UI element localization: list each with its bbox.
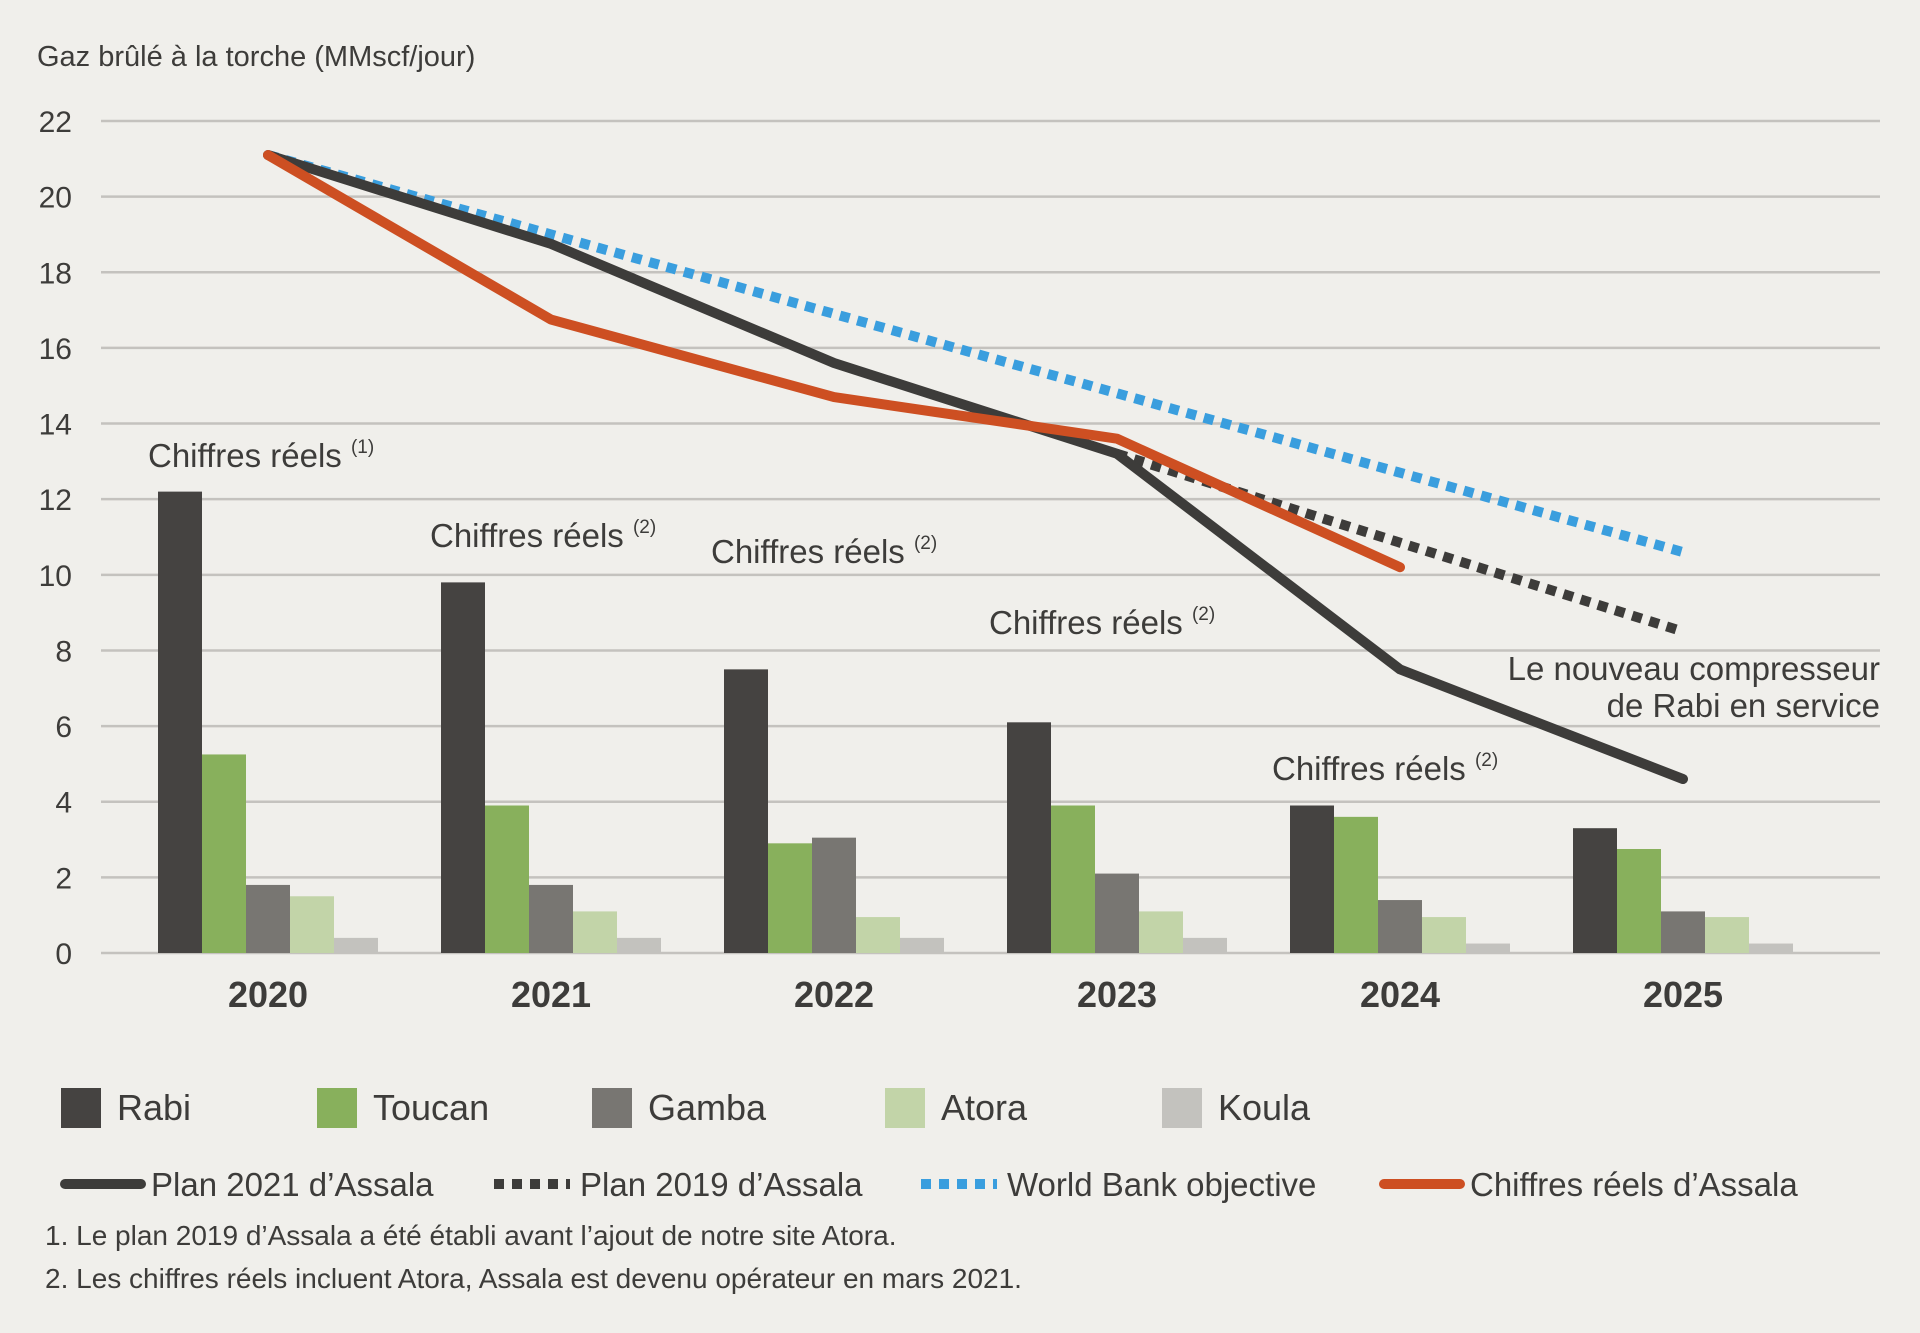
bar-group-2023: [1007, 722, 1227, 953]
legend-swatch: [592, 1088, 632, 1128]
legend-label: World Bank objective: [1007, 1166, 1316, 1203]
x-tick-label: 2024: [1360, 974, 1440, 1015]
legend-item-koula: Koula: [1162, 1087, 1311, 1128]
bar-rabi-2020: [158, 491, 202, 953]
footnote-1: 1. Le plan 2019 d’Assala a été établi av…: [45, 1220, 896, 1251]
bar-group-2024: [1290, 805, 1510, 953]
bar-atora-2025: [1705, 917, 1749, 953]
bar-toucan-2021: [485, 805, 529, 953]
bar-gamba-2021: [529, 884, 573, 953]
bar-koula-2025: [1749, 943, 1793, 953]
annotation-chiffres-reels: Chiffres réels (1): [148, 437, 374, 474]
annotation-chiffres-reels: Chiffres réels (2): [711, 533, 937, 570]
bar-rabi-2024: [1290, 805, 1334, 953]
annotation-chiffres-reels: Chiffres réels (2): [1272, 750, 1498, 787]
bar-toucan-2024: [1334, 816, 1378, 953]
y-tick-label: 22: [39, 106, 72, 139]
legend-swatch: [885, 1088, 925, 1128]
legend-item-rabi: Rabi: [61, 1087, 191, 1128]
x-tick-label: 2021: [511, 974, 591, 1015]
annotations: Chiffres réels (1) Chiffres réels (2) Chif…: [148, 437, 1880, 787]
legend-item-plan-2021-d-assala: Plan 2021 d’Assala: [60, 1166, 434, 1203]
bar-atora-2020: [290, 896, 334, 953]
legend-label: Plan 2019 d’Assala: [580, 1166, 863, 1203]
bar-toucan-2023: [1051, 805, 1095, 953]
y-axis-title: Gaz brûlé à la torche (MMscf/jour): [37, 41, 475, 73]
lines: [263, 150, 1688, 785]
annotation-chiffres-reels: Chiffres réels (2): [430, 517, 656, 554]
bar-atora-2022: [856, 917, 900, 953]
bar-group-2021: [441, 582, 661, 953]
annotation-compressor: Le nouveau compresseur: [1508, 650, 1880, 687]
bar-toucan-2025: [1617, 849, 1661, 953]
line-plan-2021-d-assala: [263, 150, 1688, 785]
legend-label: Atora: [941, 1087, 1028, 1128]
line-chiffres-r-els-d-assala: [263, 150, 1405, 573]
bar-atora-2023: [1139, 911, 1183, 953]
bar-koula-2022: [900, 937, 944, 953]
footnote-2: 2. Les chiffres réels incluent Atora, As…: [45, 1263, 1022, 1294]
y-tick-label: 12: [39, 484, 72, 517]
bar-atora-2024: [1422, 917, 1466, 953]
legend-label: Plan 2021 d’Assala: [151, 1166, 434, 1203]
legend-label: Gamba: [648, 1087, 767, 1128]
legend-swatch: [1162, 1088, 1202, 1128]
bar-group-2025: [1573, 828, 1793, 953]
bar-toucan-2022: [768, 843, 812, 953]
bar-gamba-2020: [246, 884, 290, 953]
bar-gamba-2024: [1378, 900, 1422, 953]
bar-gamba-2022: [812, 837, 856, 953]
y-tick-label: 6: [55, 711, 72, 744]
y-tick-label: 18: [39, 257, 72, 290]
bar-koula-2021: [617, 937, 661, 953]
y-tick-label: 4: [55, 787, 72, 820]
legend-label: Rabi: [117, 1087, 191, 1128]
legend-item-toucan: Toucan: [317, 1087, 489, 1128]
y-tick-label: 8: [55, 635, 72, 668]
bar-group-2020: [158, 491, 378, 953]
line-world-bank-objective: [266, 150, 1685, 557]
y-axis-ticks: 0 2 4 6 8 10 12 14 16 18 20 22: [39, 106, 72, 971]
y-tick-label: 16: [39, 333, 72, 366]
legend-label: Koula: [1218, 1087, 1311, 1128]
legend-item-chiffres-r-els-d-assala: Chiffres réels d’Assala: [1379, 1166, 1798, 1203]
bar-toucan-2020: [202, 754, 246, 953]
legend-item-atora: Atora: [885, 1087, 1028, 1128]
annotation-compressor: de Rabi en service: [1607, 687, 1880, 724]
bar-group-2022: [724, 669, 944, 953]
legend-label: Toucan: [373, 1087, 489, 1128]
legend: Rabi Toucan Gamba Atora Koula Plan 2021 d’Ass…: [60, 1087, 1798, 1203]
legend-swatch: [61, 1088, 101, 1128]
annotation-chiffres-reels: Chiffres réels (2): [989, 604, 1215, 641]
footnotes: 1. Le plan 2019 d’Assala a été établi av…: [45, 1220, 1022, 1294]
bar-koula-2024: [1466, 943, 1510, 953]
x-tick-label: 2022: [794, 974, 874, 1015]
x-axis-ticks: 2020 2021 2022 2023 2024 2025: [228, 974, 1723, 1015]
bar-gamba-2023: [1095, 873, 1139, 953]
legend-item-gamba: Gamba: [592, 1087, 767, 1128]
x-tick-label: 2023: [1077, 974, 1157, 1015]
bar-rabi-2021: [441, 582, 485, 953]
legend-label: Chiffres réels d’Assala: [1470, 1166, 1798, 1203]
bar-rabi-2022: [724, 669, 768, 953]
x-tick-label: 2020: [228, 974, 308, 1015]
y-tick-label: 0: [55, 938, 72, 971]
bar-atora-2021: [573, 911, 617, 953]
bar-koula-2023: [1183, 937, 1227, 953]
x-tick-label: 2025: [1643, 974, 1723, 1015]
legend-item-world-bank-objective: World Bank objective: [921, 1166, 1316, 1203]
bars: [158, 491, 1793, 953]
bar-gamba-2025: [1661, 911, 1705, 953]
y-tick-label: 20: [39, 182, 72, 215]
y-tick-label: 14: [39, 409, 72, 442]
y-tick-label: 2: [55, 862, 72, 895]
bar-koula-2020: [334, 937, 378, 953]
bar-rabi-2025: [1573, 828, 1617, 953]
legend-item-plan-2019-d-assala: Plan 2019 d’Assala: [494, 1166, 863, 1203]
legend-swatch: [317, 1088, 357, 1128]
bar-rabi-2023: [1007, 722, 1051, 953]
y-tick-label: 10: [39, 560, 72, 593]
